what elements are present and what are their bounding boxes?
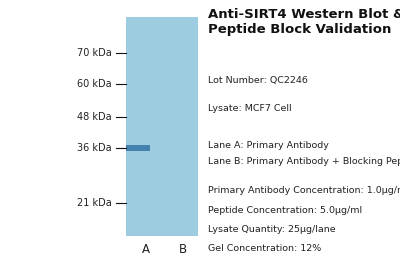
Text: Lysate Quantity: 25μg/lane: Lysate Quantity: 25μg/lane bbox=[208, 225, 336, 234]
Text: B: B bbox=[179, 243, 187, 256]
Text: A: A bbox=[142, 243, 150, 256]
Text: Gel Concentration: 12%: Gel Concentration: 12% bbox=[208, 244, 321, 253]
Text: Lane A: Primary Antibody: Lane A: Primary Antibody bbox=[208, 141, 329, 150]
Text: 36 kDa: 36 kDa bbox=[77, 143, 112, 153]
Text: Primary Antibody Concentration: 1.0μg/ml: Primary Antibody Concentration: 1.0μg/ml bbox=[208, 186, 400, 195]
Text: Lane B: Primary Antibody + Blocking Peptide: Lane B: Primary Antibody + Blocking Pept… bbox=[208, 157, 400, 166]
Text: Lot Number: QC2246: Lot Number: QC2246 bbox=[208, 76, 308, 85]
Text: 48 kDa: 48 kDa bbox=[77, 112, 112, 123]
Text: 21 kDa: 21 kDa bbox=[77, 198, 112, 208]
Bar bbox=[126, 17, 198, 236]
Bar bbox=[126, 145, 150, 151]
Text: Anti-SIRT4 Western Blot &
Peptide Block Validation: Anti-SIRT4 Western Blot & Peptide Block … bbox=[208, 8, 400, 36]
Text: Lysate: MCF7 Cell: Lysate: MCF7 Cell bbox=[208, 104, 292, 113]
Text: Peptide Concentration: 5.0μg/ml: Peptide Concentration: 5.0μg/ml bbox=[208, 206, 362, 215]
Text: 70 kDa: 70 kDa bbox=[77, 48, 112, 58]
Text: 60 kDa: 60 kDa bbox=[77, 79, 112, 89]
